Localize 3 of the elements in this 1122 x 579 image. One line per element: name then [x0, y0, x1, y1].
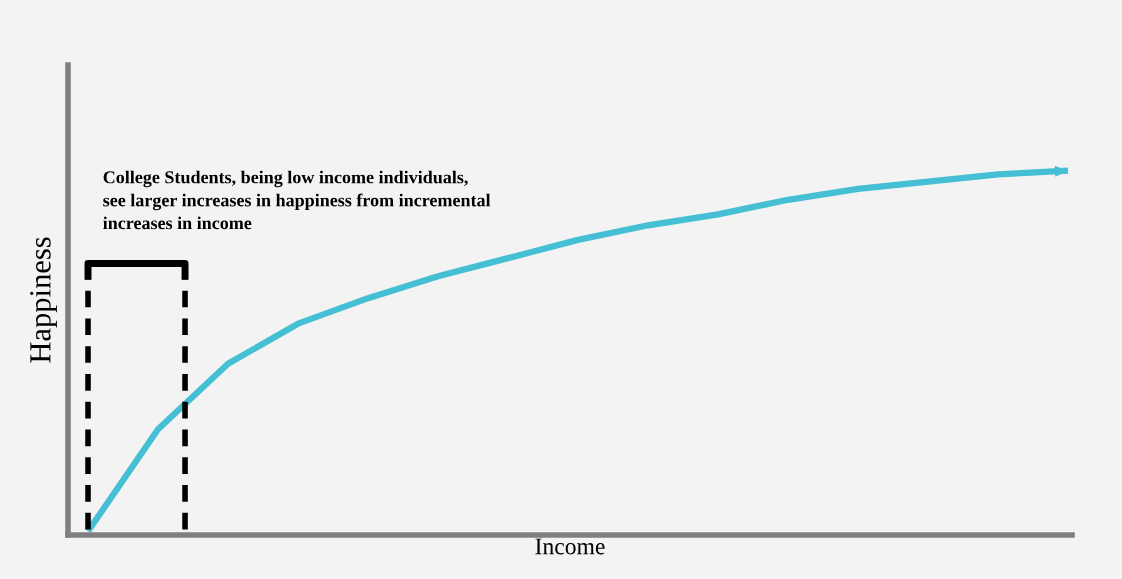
x-axis-title: Income: [535, 538, 605, 555]
annotation: College Students, being low income individuals, see larger increases in happiness from incremental increases in income: [103, 170, 491, 230]
y-axis-title: Happiness: [30, 237, 57, 363]
